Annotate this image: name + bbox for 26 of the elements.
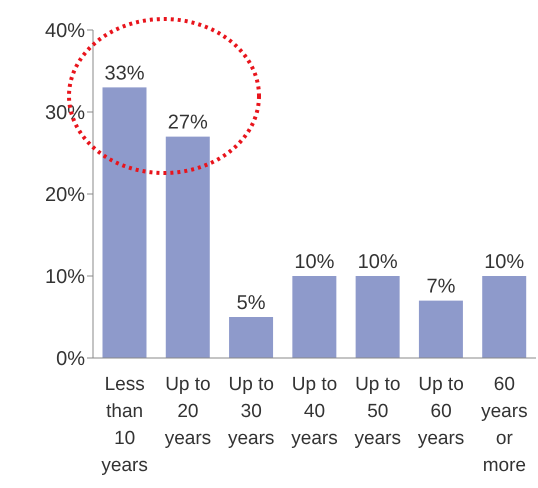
data-label: 10% — [294, 251, 335, 273]
bar — [482, 276, 526, 358]
bar — [356, 276, 400, 358]
x-tick-label: Up to 40 years — [291, 374, 338, 449]
data-label: 10% — [484, 251, 524, 273]
y-tick-label: 10% — [44, 266, 86, 288]
bar — [418, 300, 463, 358]
y-tick-label: 40% — [44, 20, 86, 42]
data-label: 27% — [168, 112, 208, 134]
data-label: 7% — [426, 276, 456, 298]
x-tick-label: Up to 50 years — [354, 374, 402, 449]
bar — [102, 87, 146, 358]
y-tick-label: 30% — [44, 102, 86, 124]
y-tick-label: 20% — [44, 184, 86, 206]
bar — [229, 317, 274, 358]
bar — [292, 276, 336, 358]
data-label: 10% — [358, 251, 398, 273]
data-label: 5% — [236, 292, 266, 314]
bar — [166, 136, 210, 358]
x-tick-label: Less than 10 years — [101, 374, 148, 476]
x-tick-label: Up to 20 years — [164, 374, 212, 449]
data-label: 33% — [104, 62, 145, 84]
x-tick-label: 60 years or more — [481, 374, 528, 476]
x-tick-label: Up to 60 years — [418, 374, 464, 449]
x-tick-label: Up to 30 years — [228, 374, 274, 449]
y-tick-label: 0% — [56, 348, 86, 370]
